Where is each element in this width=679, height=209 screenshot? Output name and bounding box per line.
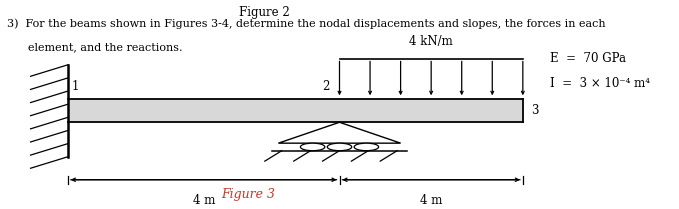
Text: 4 m: 4 m — [420, 194, 442, 207]
Text: 4 kN/m: 4 kN/m — [409, 35, 453, 48]
Text: 4 m: 4 m — [193, 194, 215, 207]
Text: I  =  3 × 10⁻⁴ m⁴: I = 3 × 10⁻⁴ m⁴ — [550, 77, 650, 90]
Text: E  =  70 GPa: E = 70 GPa — [550, 52, 626, 65]
Text: element, and the reactions.: element, and the reactions. — [7, 42, 182, 52]
Text: Figure 3: Figure 3 — [221, 188, 275, 201]
Polygon shape — [278, 122, 401, 143]
Text: Figure 2: Figure 2 — [240, 6, 290, 19]
Polygon shape — [68, 99, 523, 122]
Circle shape — [300, 143, 325, 151]
Text: 2: 2 — [322, 80, 329, 93]
Text: 3)  For the beams shown in Figures 3-4, determine the nodal displacements and sl: 3) For the beams shown in Figures 3-4, d… — [7, 19, 606, 29]
Text: 3: 3 — [531, 104, 538, 117]
Text: 1: 1 — [71, 80, 79, 93]
Circle shape — [327, 143, 352, 151]
Circle shape — [354, 143, 379, 151]
